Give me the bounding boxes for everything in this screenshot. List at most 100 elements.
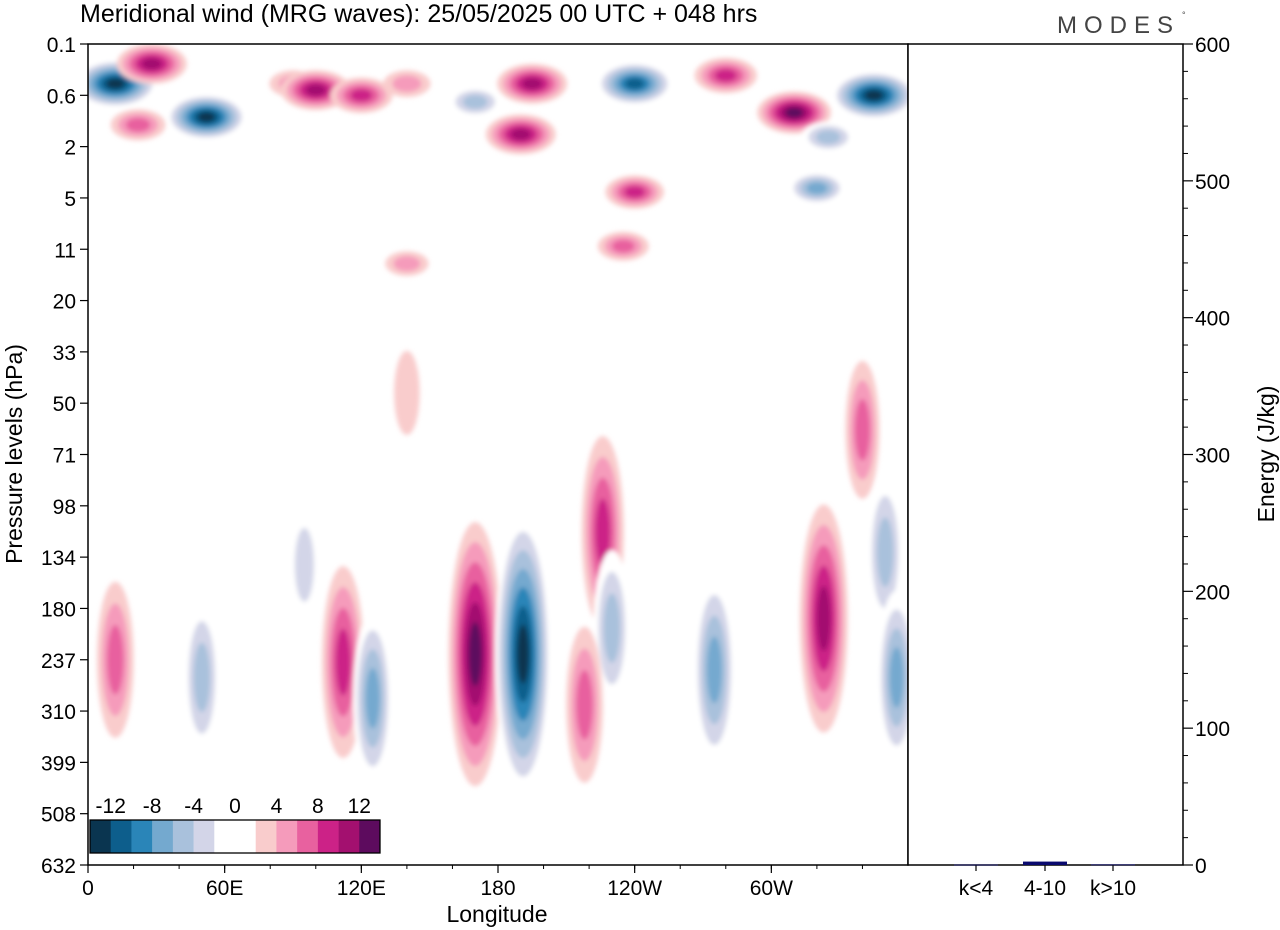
contour-cell [321, 566, 365, 759]
contour-cell [330, 77, 393, 114]
y-tick-label: 2 [64, 137, 76, 160]
contour-cell [787, 171, 847, 205]
colorbar-swatch [152, 820, 174, 853]
colorbar-swatch [131, 820, 153, 853]
contour-cell [494, 513, 552, 796]
colorbar-swatch [317, 820, 339, 853]
x-tick-label: 0 [82, 877, 94, 900]
contour-cell [605, 175, 664, 209]
negative-contour [365, 668, 380, 729]
negative-contour [877, 517, 894, 587]
contour-cell [165, 93, 248, 141]
positive-contour [816, 585, 831, 652]
positive-contour [468, 622, 482, 687]
colorbar-swatch [235, 820, 257, 853]
positive-contour [522, 78, 543, 90]
y-tick-label: 11 [54, 239, 76, 262]
energy-y-tick-label: 500 [1195, 171, 1230, 194]
colorbar-swatch [214, 820, 236, 853]
colorbar-swatch [172, 820, 194, 853]
contour-cell [116, 44, 187, 84]
colorbar-swatch [255, 820, 277, 853]
negative-contour [864, 90, 883, 101]
y-tick-label: 50 [53, 393, 76, 416]
positive-contour [595, 498, 611, 566]
positive-contour [107, 625, 124, 695]
y-tick-label: 180 [41, 598, 76, 621]
positive-contour [510, 128, 531, 141]
y-axis-title: Pressure levels (hPa) [1, 344, 27, 564]
negative-contour [197, 112, 216, 122]
y-tick-label: 98 [53, 496, 76, 519]
positive-contour [714, 69, 737, 82]
heatmap-plot-area [88, 44, 908, 865]
positive-contour [141, 58, 162, 70]
x-tick-label: 120E [337, 877, 386, 900]
negative-contour [625, 78, 645, 90]
energy-axes: 0 100 200 300 400 500 600 k<4 4-10 k>10 [959, 34, 1230, 900]
energy-category-label: k<4 [959, 877, 994, 900]
energy-y-tick-label: 400 [1195, 308, 1230, 331]
contour-cell [352, 611, 393, 786]
colorbar-label: 8 [312, 795, 324, 818]
contour-cell [693, 573, 736, 766]
colorbar-swatch [338, 820, 360, 853]
energy-axis-title: Energy (J/kg) [1253, 386, 1279, 523]
contour-cell [757, 91, 832, 134]
positive-contour [392, 75, 422, 92]
negative-contour [193, 642, 211, 713]
brand-logo: MODES [1057, 12, 1180, 39]
contour-cell [876, 590, 908, 765]
colorbar-frame [89, 819, 381, 854]
contour-cell [831, 70, 908, 120]
contour-cell [183, 599, 221, 756]
positive-contour [350, 89, 373, 102]
x-tick-label: 60W [750, 877, 793, 900]
colorbar-label: 12 [348, 795, 371, 818]
colorbar-label: -4 [184, 795, 203, 818]
chart-title: Meridional wind (MRG waves): 25/05/2025 … [80, 0, 757, 28]
x-axis-title: Longitude [446, 901, 547, 927]
energy-y-tick-label: 300 [1195, 445, 1230, 468]
contour-cell [485, 114, 556, 155]
negative-contour [706, 636, 722, 704]
colorbar-label: -8 [143, 795, 162, 818]
positive-contour [394, 350, 420, 435]
x-tick-label: 60E [206, 877, 243, 900]
contour-cell [799, 504, 848, 733]
contour-cell [800, 121, 856, 153]
positive-contour [335, 628, 351, 696]
y-tick-label: 71 [53, 445, 76, 468]
positive-contour [854, 399, 871, 461]
contour-cell [694, 57, 757, 94]
energy-y-tick-label: 0 [1195, 855, 1207, 878]
positive-contour [305, 84, 326, 96]
negative-contour [517, 624, 529, 684]
y-tick-label: 399 [41, 752, 76, 775]
y-tick-label: 237 [41, 650, 76, 673]
y-tick-label: 134 [41, 547, 76, 570]
positive-contour [576, 670, 593, 740]
contour-cell [385, 251, 429, 276]
contour-cell [566, 626, 603, 783]
heatmap-background [88, 44, 908, 865]
negative-contour [294, 527, 314, 602]
negative-contour [603, 593, 621, 663]
y-tick-label: 310 [41, 701, 76, 724]
contour-cell [597, 231, 649, 261]
energy-y-tick-label: 100 [1195, 718, 1230, 741]
contour-cell [593, 550, 631, 707]
negative-contour [106, 78, 125, 89]
contour-cell [96, 581, 134, 738]
contour-cell [288, 504, 320, 625]
positive-contour [611, 239, 635, 253]
y-tick-label: 632 [41, 855, 76, 878]
colorbar-label: -12 [96, 795, 126, 818]
energy-bar [1023, 861, 1067, 865]
colorbar-swatch [297, 820, 319, 853]
energy-bar [1091, 864, 1135, 866]
positive-contour [393, 255, 421, 272]
colorbar: -12 -8 -4 0 4 8 12 [89, 795, 381, 854]
energy-category-label: 4-10 [1024, 877, 1066, 900]
